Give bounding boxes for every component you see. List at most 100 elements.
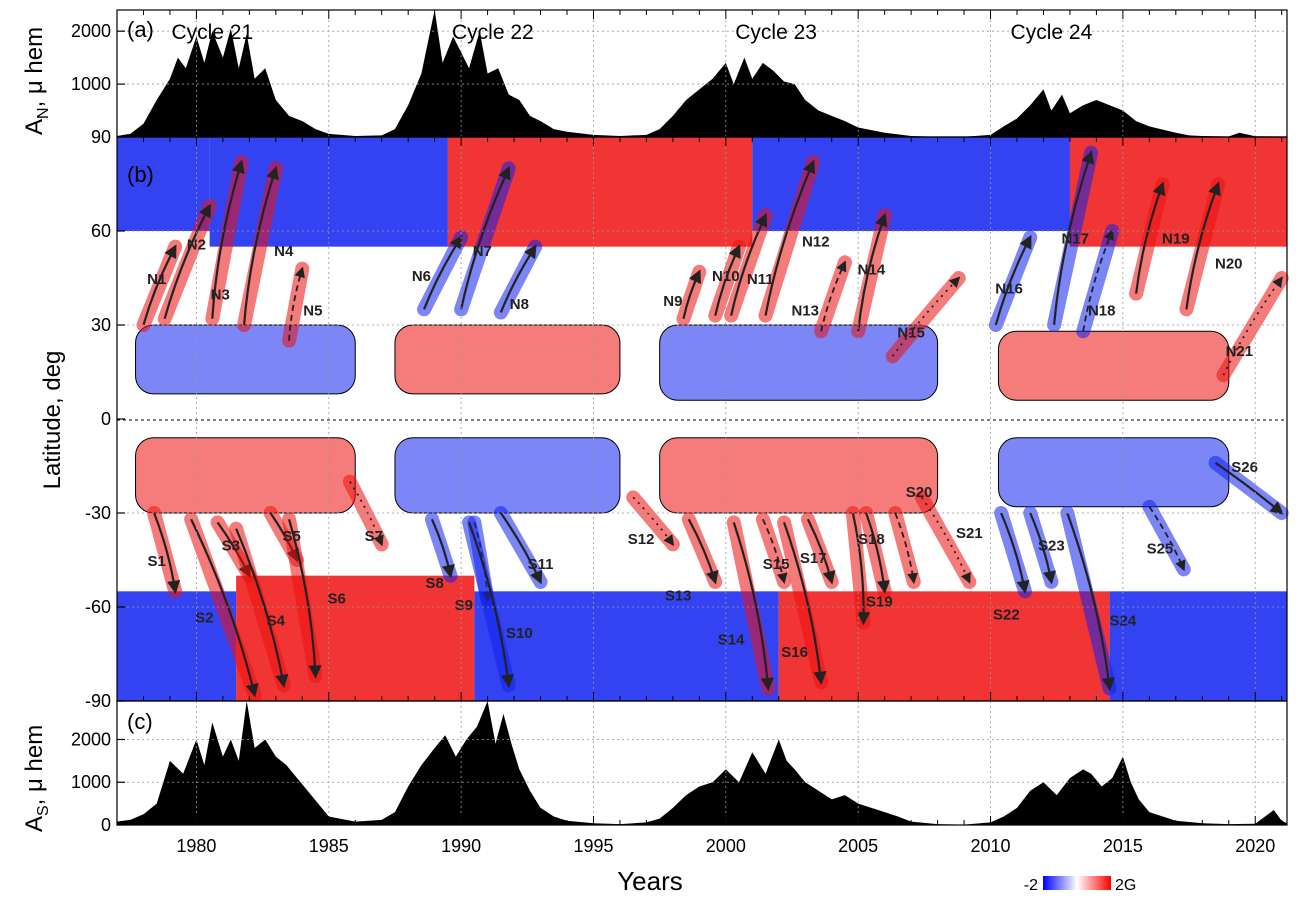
- surge-arrow: [1066, 512, 1115, 692]
- surge-arrow: [499, 512, 543, 585]
- surge-band: [885, 271, 966, 364]
- area-series: [117, 10, 1287, 137]
- x-tick-label: 2000: [706, 836, 746, 856]
- y-tick-label: 0: [101, 815, 111, 835]
- surge-arrow: [783, 522, 827, 685]
- activity-zone: [659, 437, 938, 513]
- surge-band: [758, 155, 821, 323]
- cycle-label: Cycle 24: [1011, 21, 1093, 44]
- cycle-label: Cycle 22: [452, 21, 534, 44]
- y-tick-label: -90: [85, 691, 111, 711]
- panel-c-label: (c): [127, 709, 153, 734]
- surge-arrow: [1214, 461, 1284, 515]
- surge-label: S17: [800, 550, 827, 567]
- north-area-plot: [117, 10, 1287, 137]
- surge-label: S13: [665, 587, 692, 604]
- surge-label: N11: [747, 271, 774, 288]
- magnetic-field-heatmap: N1 N2 N3 N4 N5 N6 N7 N8 N9 N10 N11 N12 N13 N14 N15 N16 N…: [117, 137, 1289, 702]
- y-tick-label: 2000: [71, 729, 111, 749]
- surge-band: [157, 198, 217, 326]
- x-tick-label: 2005: [838, 836, 878, 856]
- surge-arrow: [235, 528, 289, 688]
- surge-label: S5: [283, 528, 301, 545]
- surge-arrow: [242, 165, 279, 326]
- surge-arrow: [430, 518, 455, 579]
- surge-label: N20: [1215, 255, 1243, 272]
- surge-band: [814, 255, 852, 339]
- surge-label: S4: [267, 613, 286, 630]
- surge-arrow: [288, 518, 322, 679]
- polar-field-band: [117, 137, 210, 231]
- surge-label: N18: [1088, 302, 1116, 319]
- surge-arrow: [1185, 181, 1221, 310]
- surge-label: S12: [628, 531, 655, 548]
- surge-band: [1047, 145, 1099, 332]
- surge-arrow: [153, 512, 181, 594]
- surge-band: [147, 506, 183, 599]
- surge-arrow: [764, 159, 816, 316]
- surge-arrow: [1000, 512, 1030, 594]
- surge-band: [888, 506, 921, 589]
- surge-arrow: [920, 496, 971, 584]
- y-tick-label: 2000: [71, 21, 111, 41]
- activity-zone-contour: [135, 437, 356, 514]
- surge-arrow: [1135, 181, 1166, 294]
- panel-a-label: (a): [127, 17, 154, 42]
- surge-band: [724, 208, 773, 323]
- south-area-plot: [117, 701, 1287, 825]
- surge-label: N14: [858, 262, 886, 279]
- polar-field-band: [474, 591, 779, 701]
- surge-label: N19: [1162, 230, 1190, 247]
- y-tick-label: 90: [91, 127, 111, 147]
- surge-band: [282, 512, 323, 683]
- surge-arrow: [762, 518, 788, 585]
- surge-label: S11: [528, 556, 554, 573]
- surge-label: N2: [187, 237, 206, 254]
- polar-field-band: [778, 591, 1110, 701]
- surge-band: [851, 208, 892, 339]
- surge-band: [726, 515, 776, 696]
- x-tick-label: 1985: [309, 836, 349, 856]
- surge-arrow: [1082, 229, 1115, 332]
- x-axis-title: Years: [617, 866, 683, 896]
- panel-c-frame: [116, 700, 1288, 826]
- colorbar-max-label: 2G: [1115, 877, 1136, 894]
- surge-band: [914, 490, 977, 589]
- surge-label: S9: [455, 597, 473, 614]
- y-tick-label: 0: [101, 409, 111, 429]
- grid-lines: [117, 10, 1287, 825]
- x-tick-label: 2015: [1103, 836, 1143, 856]
- surge-label: N3: [211, 287, 230, 304]
- y-tick-label: -60: [85, 597, 111, 617]
- surge-label: N16: [995, 280, 1023, 297]
- surge-arrow: [163, 203, 211, 320]
- surge-band: [859, 506, 892, 599]
- surge-label: S22: [993, 606, 1020, 623]
- surge-arrow: [820, 260, 847, 332]
- panel-c-ylabel: AS, μ hem: [21, 725, 52, 832]
- y-tick-label: 1000: [71, 772, 111, 792]
- surge-arrow: [714, 244, 741, 316]
- x-tick-label: 2010: [971, 836, 1011, 856]
- axis-ticks: 1000 2000 90 60 30 0 -30 -60 -90 0 1000 2000 1980 198…: [71, 10, 1283, 856]
- surge-label: N8: [510, 296, 529, 313]
- surge-band: [1179, 177, 1226, 317]
- surge-arrow: [851, 512, 871, 626]
- panel-a-ylabel: AN, μ hem: [21, 27, 52, 135]
- surge-band: [237, 161, 283, 332]
- activity-zone: [659, 325, 938, 401]
- surge-band: [1129, 177, 1170, 301]
- y-tick-label: -30: [85, 503, 111, 523]
- surge-label: N6: [412, 268, 431, 285]
- surge-label: N4: [274, 243, 294, 260]
- surge-label: S10: [506, 625, 533, 642]
- x-tick-label: 1990: [441, 836, 481, 856]
- surge-arrow: [1029, 512, 1056, 585]
- surge-label: S7: [365, 528, 383, 545]
- surge-label: S21: [956, 525, 983, 542]
- surge-band: [994, 506, 1032, 599]
- surge-label: S20: [906, 484, 933, 501]
- surge-label: S25: [1147, 540, 1174, 557]
- surge-band: [1076, 224, 1120, 339]
- surge-label: S2: [195, 609, 213, 626]
